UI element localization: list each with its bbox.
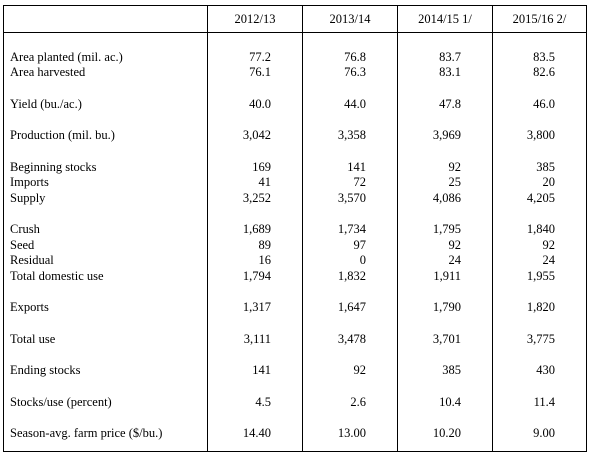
table-cell: 92 bbox=[448, 159, 462, 174]
table-cell: 83.5 bbox=[533, 49, 555, 64]
row-label: Production (mil. bu.) bbox=[10, 128, 115, 142]
table-cell: 1,911 bbox=[433, 268, 461, 283]
table-cell: 3,800 bbox=[526, 128, 555, 142]
table-cell: 40.0 bbox=[249, 96, 271, 111]
table-cell: 10.20 bbox=[432, 426, 461, 440]
table-cell: 25 bbox=[448, 175, 462, 189]
table-cell: 1,647 bbox=[337, 300, 366, 314]
table-cell: 77.2 bbox=[249, 49, 271, 64]
table-cell: 92 bbox=[448, 237, 462, 252]
row-label: Area harvested bbox=[10, 65, 86, 79]
row-label: Seed bbox=[10, 237, 35, 252]
table-cell: 430 bbox=[536, 363, 555, 377]
table-cell: 3,252 bbox=[242, 190, 271, 205]
table-cell: 4,086 bbox=[432, 190, 461, 205]
table-cell: 4,205 bbox=[526, 190, 555, 205]
row-label: Imports bbox=[10, 175, 49, 189]
year-column-2015-16: 83.5 82.6 46.0 3,800 385 20 4,205 1,840 … bbox=[492, 32, 587, 452]
table-cell: 11.4 bbox=[533, 394, 555, 409]
table-cell: 92 bbox=[542, 237, 556, 252]
table-cell: 44.0 bbox=[344, 96, 366, 111]
table-cell: 141 bbox=[252, 363, 271, 377]
header-cell-year: 2014/15 1/ bbox=[397, 5, 493, 33]
year-column-2012-13: 77.2 76.1 40.0 3,042 169 41 3,252 1,689 … bbox=[207, 32, 303, 452]
table-cell: 3,478 bbox=[337, 331, 366, 346]
row-label: Exports bbox=[10, 300, 49, 314]
table-cell: 14.40 bbox=[242, 426, 271, 440]
year-column-2014-15: 83.7 83.1 47.8 3,969 92 25 4,086 1,795 9… bbox=[397, 32, 493, 452]
table-cell: 89 bbox=[258, 237, 272, 252]
table-cell: 1,790 bbox=[432, 300, 461, 314]
table-cell: 83.1 bbox=[439, 65, 461, 79]
table-cell: 1,820 bbox=[526, 300, 555, 314]
row-label: Beginning stocks bbox=[10, 159, 97, 174]
row-label: Crush bbox=[10, 222, 40, 236]
row-label: Total use bbox=[10, 331, 56, 346]
table-cell: 1,832 bbox=[337, 268, 366, 283]
table-cell: 141 bbox=[347, 159, 366, 174]
table-cell: 82.6 bbox=[533, 65, 555, 79]
table-cell: 2.6 bbox=[350, 394, 366, 409]
table-cell: 46.0 bbox=[533, 96, 555, 111]
row-label: Area planted (mil. ac.) bbox=[10, 49, 123, 64]
table-cell: 3,969 bbox=[432, 128, 461, 142]
table-cell: 3,775 bbox=[526, 331, 555, 346]
table-cell: 1,795 bbox=[432, 222, 461, 236]
table-cell: 3,358 bbox=[337, 128, 366, 142]
table-cell: 76.8 bbox=[344, 49, 366, 64]
table-cell: 385 bbox=[536, 159, 555, 174]
table-cell: 3,042 bbox=[242, 128, 271, 142]
supply-use-table: 2012/13 2013/14 2014/15 1/ 2015/16 2/ Ar… bbox=[3, 5, 587, 452]
table-body-row: Area planted (mil. ac.) Area harvested Y… bbox=[3, 32, 587, 452]
table-cell: 47.8 bbox=[439, 96, 461, 111]
table-cell: 1,689 bbox=[242, 222, 271, 236]
table-cell: 1,840 bbox=[526, 222, 555, 236]
table-cell: 3,570 bbox=[337, 190, 366, 205]
header-cell-year: 2015/16 2/ bbox=[492, 5, 587, 33]
row-label: Ending stocks bbox=[10, 363, 81, 377]
table-cell: 3,111 bbox=[243, 331, 271, 346]
table-cell: 97 bbox=[353, 237, 367, 252]
row-label: Stocks/use (percent) bbox=[10, 394, 112, 409]
table-cell: 76.1 bbox=[249, 65, 271, 79]
table-cell: 41 bbox=[258, 175, 272, 189]
header-cell-year: 2012/13 bbox=[207, 5, 303, 33]
year-column-2013-14: 76.8 76.3 44.0 3,358 141 72 3,570 1,734 … bbox=[302, 32, 398, 452]
table-cell: 76.3 bbox=[344, 65, 366, 79]
header-cell-label bbox=[3, 5, 208, 33]
table-cell: 3,701 bbox=[432, 331, 461, 346]
table-cell: 9.00 bbox=[533, 426, 555, 440]
table-cell: 4.5 bbox=[255, 394, 271, 409]
table-cell: 169 bbox=[252, 159, 271, 174]
table-cell: 10.4 bbox=[439, 394, 461, 409]
table-cell: 1,317 bbox=[242, 300, 271, 314]
table-cell: 1,955 bbox=[526, 268, 555, 283]
header-cell-year: 2013/14 bbox=[302, 5, 398, 33]
table-cell: 24 bbox=[542, 253, 556, 267]
row-label: Supply bbox=[10, 190, 46, 205]
table-cell: 72 bbox=[353, 175, 367, 189]
table-cell: 1,794 bbox=[242, 268, 271, 283]
table-cell: 13.00 bbox=[337, 426, 366, 440]
row-label: Season-avg. farm price ($/bu.) bbox=[10, 426, 163, 440]
table-cell: 16 bbox=[258, 253, 272, 267]
table-cell: 20 bbox=[542, 175, 556, 189]
header-row: 2012/13 2013/14 2014/15 1/ 2015/16 2/ bbox=[3, 5, 587, 33]
table-cell: 1,734 bbox=[337, 222, 366, 236]
table-cell: 83.7 bbox=[439, 49, 461, 64]
row-label: Total domestic use bbox=[10, 268, 104, 283]
table-cell: 0 bbox=[359, 253, 366, 267]
table-cell: 92 bbox=[353, 363, 367, 377]
row-label: Residual bbox=[10, 253, 54, 267]
row-label: Yield (bu./ac.) bbox=[10, 96, 82, 111]
table-cell: 24 bbox=[448, 253, 462, 267]
table-cell: 385 bbox=[442, 363, 461, 377]
row-labels-column: Area planted (mil. ac.) Area harvested Y… bbox=[3, 32, 208, 452]
